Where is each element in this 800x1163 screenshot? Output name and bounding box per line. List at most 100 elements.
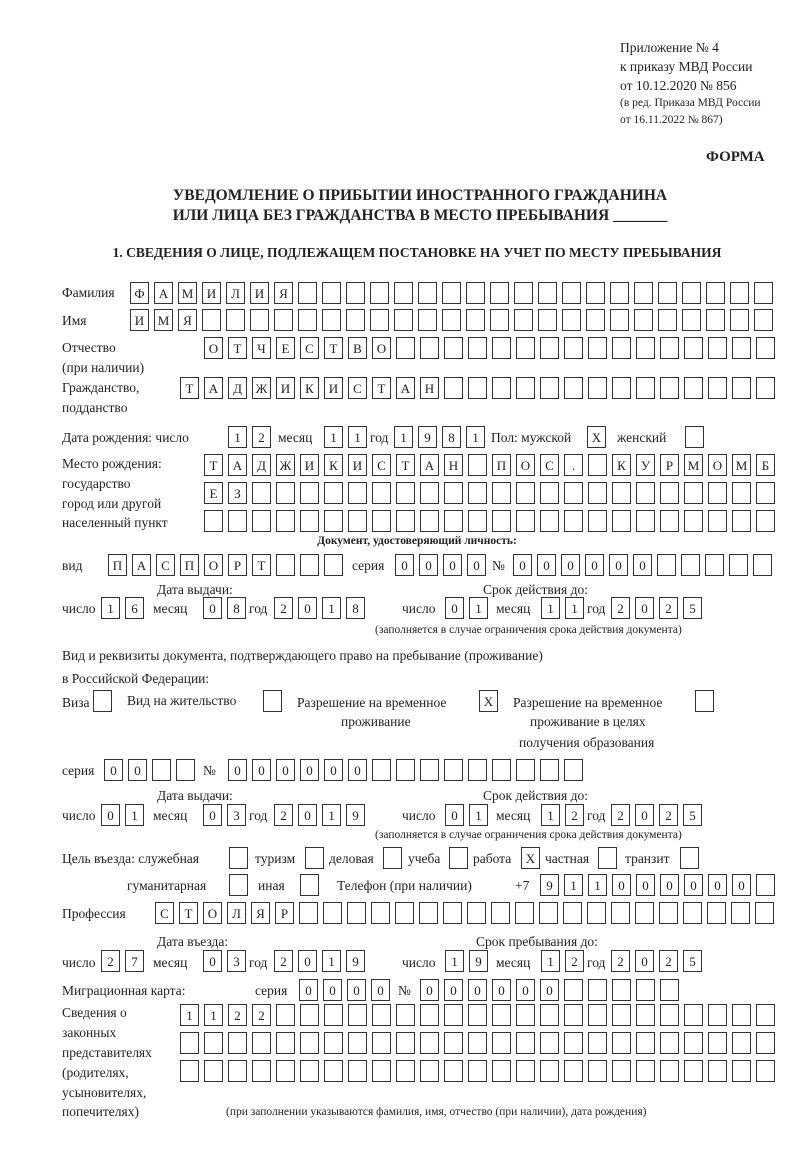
character-cell[interactable] xyxy=(346,282,365,304)
character-cell[interactable] xyxy=(634,309,653,331)
character-cell[interactable] xyxy=(468,510,487,532)
character-cell[interactable] xyxy=(492,1032,511,1054)
character-cell[interactable]: 3 xyxy=(227,950,246,972)
character-cell[interactable]: 9 xyxy=(418,426,437,448)
character-cell[interactable] xyxy=(276,1060,295,1082)
character-cell[interactable]: Ф xyxy=(130,282,149,304)
character-cell[interactable] xyxy=(756,1060,775,1082)
character-cell[interactable]: Ж xyxy=(276,454,295,476)
purpose-transit-checkbox[interactable] xyxy=(680,847,699,869)
character-cell[interactable] xyxy=(444,482,463,504)
character-cell[interactable]: 1 xyxy=(204,1004,223,1026)
checkbox-cell[interactable] xyxy=(93,690,112,712)
character-cell[interactable] xyxy=(396,1004,415,1026)
character-cell[interactable]: 0 xyxy=(492,979,511,1001)
character-cell[interactable] xyxy=(468,337,487,359)
character-cell[interactable] xyxy=(250,309,269,331)
character-cell[interactable] xyxy=(516,1004,535,1026)
character-cell[interactable] xyxy=(538,309,557,331)
character-cell[interactable] xyxy=(564,759,583,781)
character-cell[interactable] xyxy=(539,902,558,924)
character-cell[interactable] xyxy=(420,1060,439,1082)
character-cell[interactable]: 0 xyxy=(203,597,222,619)
checkbox-cell[interactable] xyxy=(449,847,468,869)
character-cell[interactable] xyxy=(540,510,559,532)
character-cell[interactable] xyxy=(394,309,413,331)
character-cell[interactable]: А xyxy=(228,454,247,476)
checkbox-cell[interactable] xyxy=(305,847,324,869)
character-cell[interactable]: Д xyxy=(228,377,247,399)
character-cell[interactable] xyxy=(562,309,581,331)
character-cell[interactable] xyxy=(252,1060,271,1082)
character-cell[interactable] xyxy=(516,510,535,532)
character-cell[interactable]: И xyxy=(276,377,295,399)
character-cell[interactable]: 2 xyxy=(252,426,271,448)
character-cell[interactable] xyxy=(682,309,701,331)
character-cell[interactable] xyxy=(636,1060,655,1082)
checkbox-cell[interactable] xyxy=(229,874,248,896)
character-cell[interactable]: 0 xyxy=(101,804,120,826)
character-cell[interactable] xyxy=(396,337,415,359)
character-cell[interactable]: 0 xyxy=(612,874,631,896)
character-cell[interactable]: Е xyxy=(204,482,223,504)
character-cell[interactable]: С xyxy=(540,454,559,476)
character-cell[interactable] xyxy=(586,282,605,304)
character-cell[interactable] xyxy=(300,1060,319,1082)
character-cell[interactable]: 8 xyxy=(442,426,461,448)
character-cell[interactable] xyxy=(492,759,511,781)
character-cell[interactable]: 1 xyxy=(322,950,341,972)
character-cell[interactable] xyxy=(299,902,318,924)
character-cell[interactable] xyxy=(586,309,605,331)
checkbox-cell[interactable] xyxy=(598,847,617,869)
character-cell[interactable]: 0 xyxy=(537,554,556,576)
character-cell[interactable] xyxy=(683,902,702,924)
purpose-work-checkbox[interactable]: X xyxy=(521,847,540,869)
character-cell[interactable]: 1 xyxy=(101,597,120,619)
representatives-field[interactable] xyxy=(180,1060,775,1082)
character-cell[interactable]: М xyxy=(154,309,173,331)
character-cell[interactable]: 5 xyxy=(683,950,702,972)
purpose-business-checkbox[interactable] xyxy=(383,847,402,869)
character-cell[interactable]: 1 xyxy=(394,426,413,448)
character-cell[interactable]: 8 xyxy=(227,597,246,619)
character-cell[interactable] xyxy=(660,510,679,532)
character-cell[interactable] xyxy=(372,1032,391,1054)
character-cell[interactable]: 0 xyxy=(708,874,727,896)
character-cell[interactable] xyxy=(324,1060,343,1082)
character-cell[interactable] xyxy=(588,1004,607,1026)
character-cell[interactable] xyxy=(660,1004,679,1026)
character-cell[interactable]: 0 xyxy=(228,759,247,781)
character-cell[interactable] xyxy=(754,282,773,304)
character-cell[interactable]: Т xyxy=(180,377,199,399)
character-cell[interactable] xyxy=(516,377,535,399)
character-cell[interactable]: 1 xyxy=(588,874,607,896)
character-cell[interactable] xyxy=(612,1032,631,1054)
character-cell[interactable] xyxy=(228,510,247,532)
character-cell[interactable] xyxy=(610,282,629,304)
birthplace-field[interactable] xyxy=(204,510,775,532)
character-cell[interactable]: 1 xyxy=(125,804,144,826)
character-cell[interactable]: 2 xyxy=(101,950,120,972)
character-cell[interactable] xyxy=(636,337,655,359)
character-cell[interactable] xyxy=(468,1060,487,1082)
character-cell[interactable] xyxy=(419,902,438,924)
checkbox-cell[interactable]: X xyxy=(521,847,540,869)
character-cell[interactable] xyxy=(753,554,772,576)
character-cell[interactable]: Л xyxy=(226,282,245,304)
character-cell[interactable] xyxy=(706,282,725,304)
purpose-official-checkbox[interactable] xyxy=(229,847,248,869)
character-cell[interactable]: 9 xyxy=(540,874,559,896)
character-cell[interactable] xyxy=(204,1060,223,1082)
character-cell[interactable]: С xyxy=(155,902,174,924)
character-cell[interactable]: 0 xyxy=(252,759,271,781)
character-cell[interactable] xyxy=(708,337,727,359)
